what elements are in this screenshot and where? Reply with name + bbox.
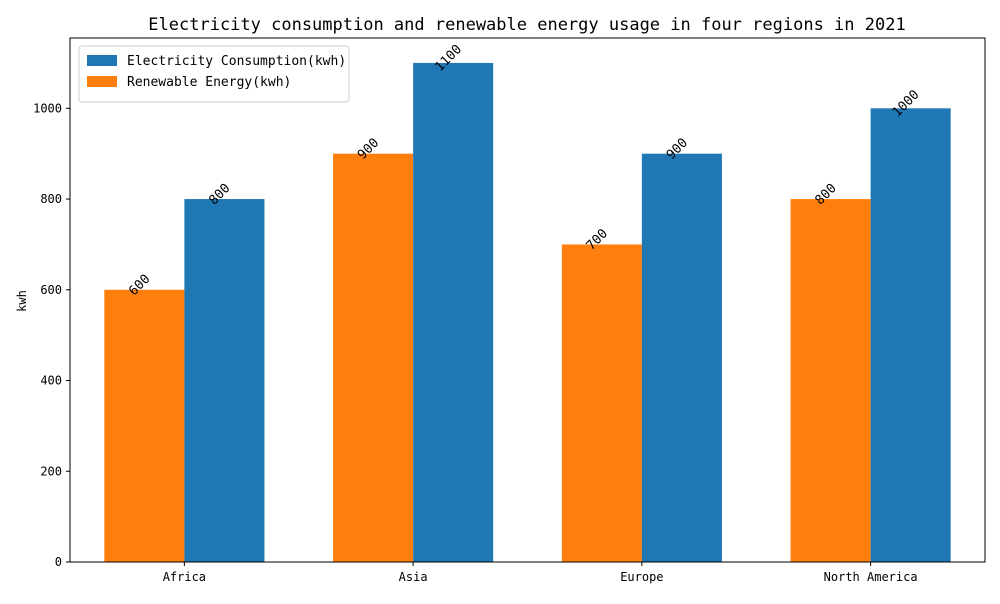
- x-tick-label: North America: [824, 570, 918, 584]
- legend: Electricity Consumption(kwh) Renewable En…: [78, 45, 350, 103]
- bar: [333, 153, 414, 563]
- x-tick-label: Europe: [620, 570, 663, 584]
- plot-frame: [69, 37, 986, 563]
- y-axis-label: kwh: [15, 290, 29, 312]
- y-tick-label: 800: [40, 192, 62, 206]
- x-tick-label: Asia: [399, 570, 428, 584]
- legend-label: Electricity Consumption(kwh): [127, 54, 346, 69]
- bar: [870, 108, 951, 562]
- legend-swatch: [87, 55, 117, 66]
- y-tick-label: 1000: [33, 101, 62, 115]
- bar: [561, 244, 642, 562]
- y-tick-label: 200: [40, 464, 62, 478]
- legend-box: [78, 45, 350, 103]
- y-tick-label: 400: [40, 374, 62, 388]
- y-tick-label: 0: [55, 555, 62, 569]
- bar: [790, 199, 871, 562]
- legend-label: Renewable Energy(kwh): [127, 75, 291, 90]
- chart-title: Electricity consumption and renewable en…: [148, 15, 905, 35]
- plot-area: 6008009001100700900800100002004006008001…: [33, 37, 986, 584]
- x-tick-label: Africa: [163, 570, 206, 584]
- legend-swatch: [87, 76, 117, 87]
- bar: [104, 289, 185, 562]
- y-tick-label: 600: [40, 283, 62, 297]
- bar: [413, 62, 494, 562]
- bar: [184, 199, 265, 562]
- bar: [641, 153, 722, 563]
